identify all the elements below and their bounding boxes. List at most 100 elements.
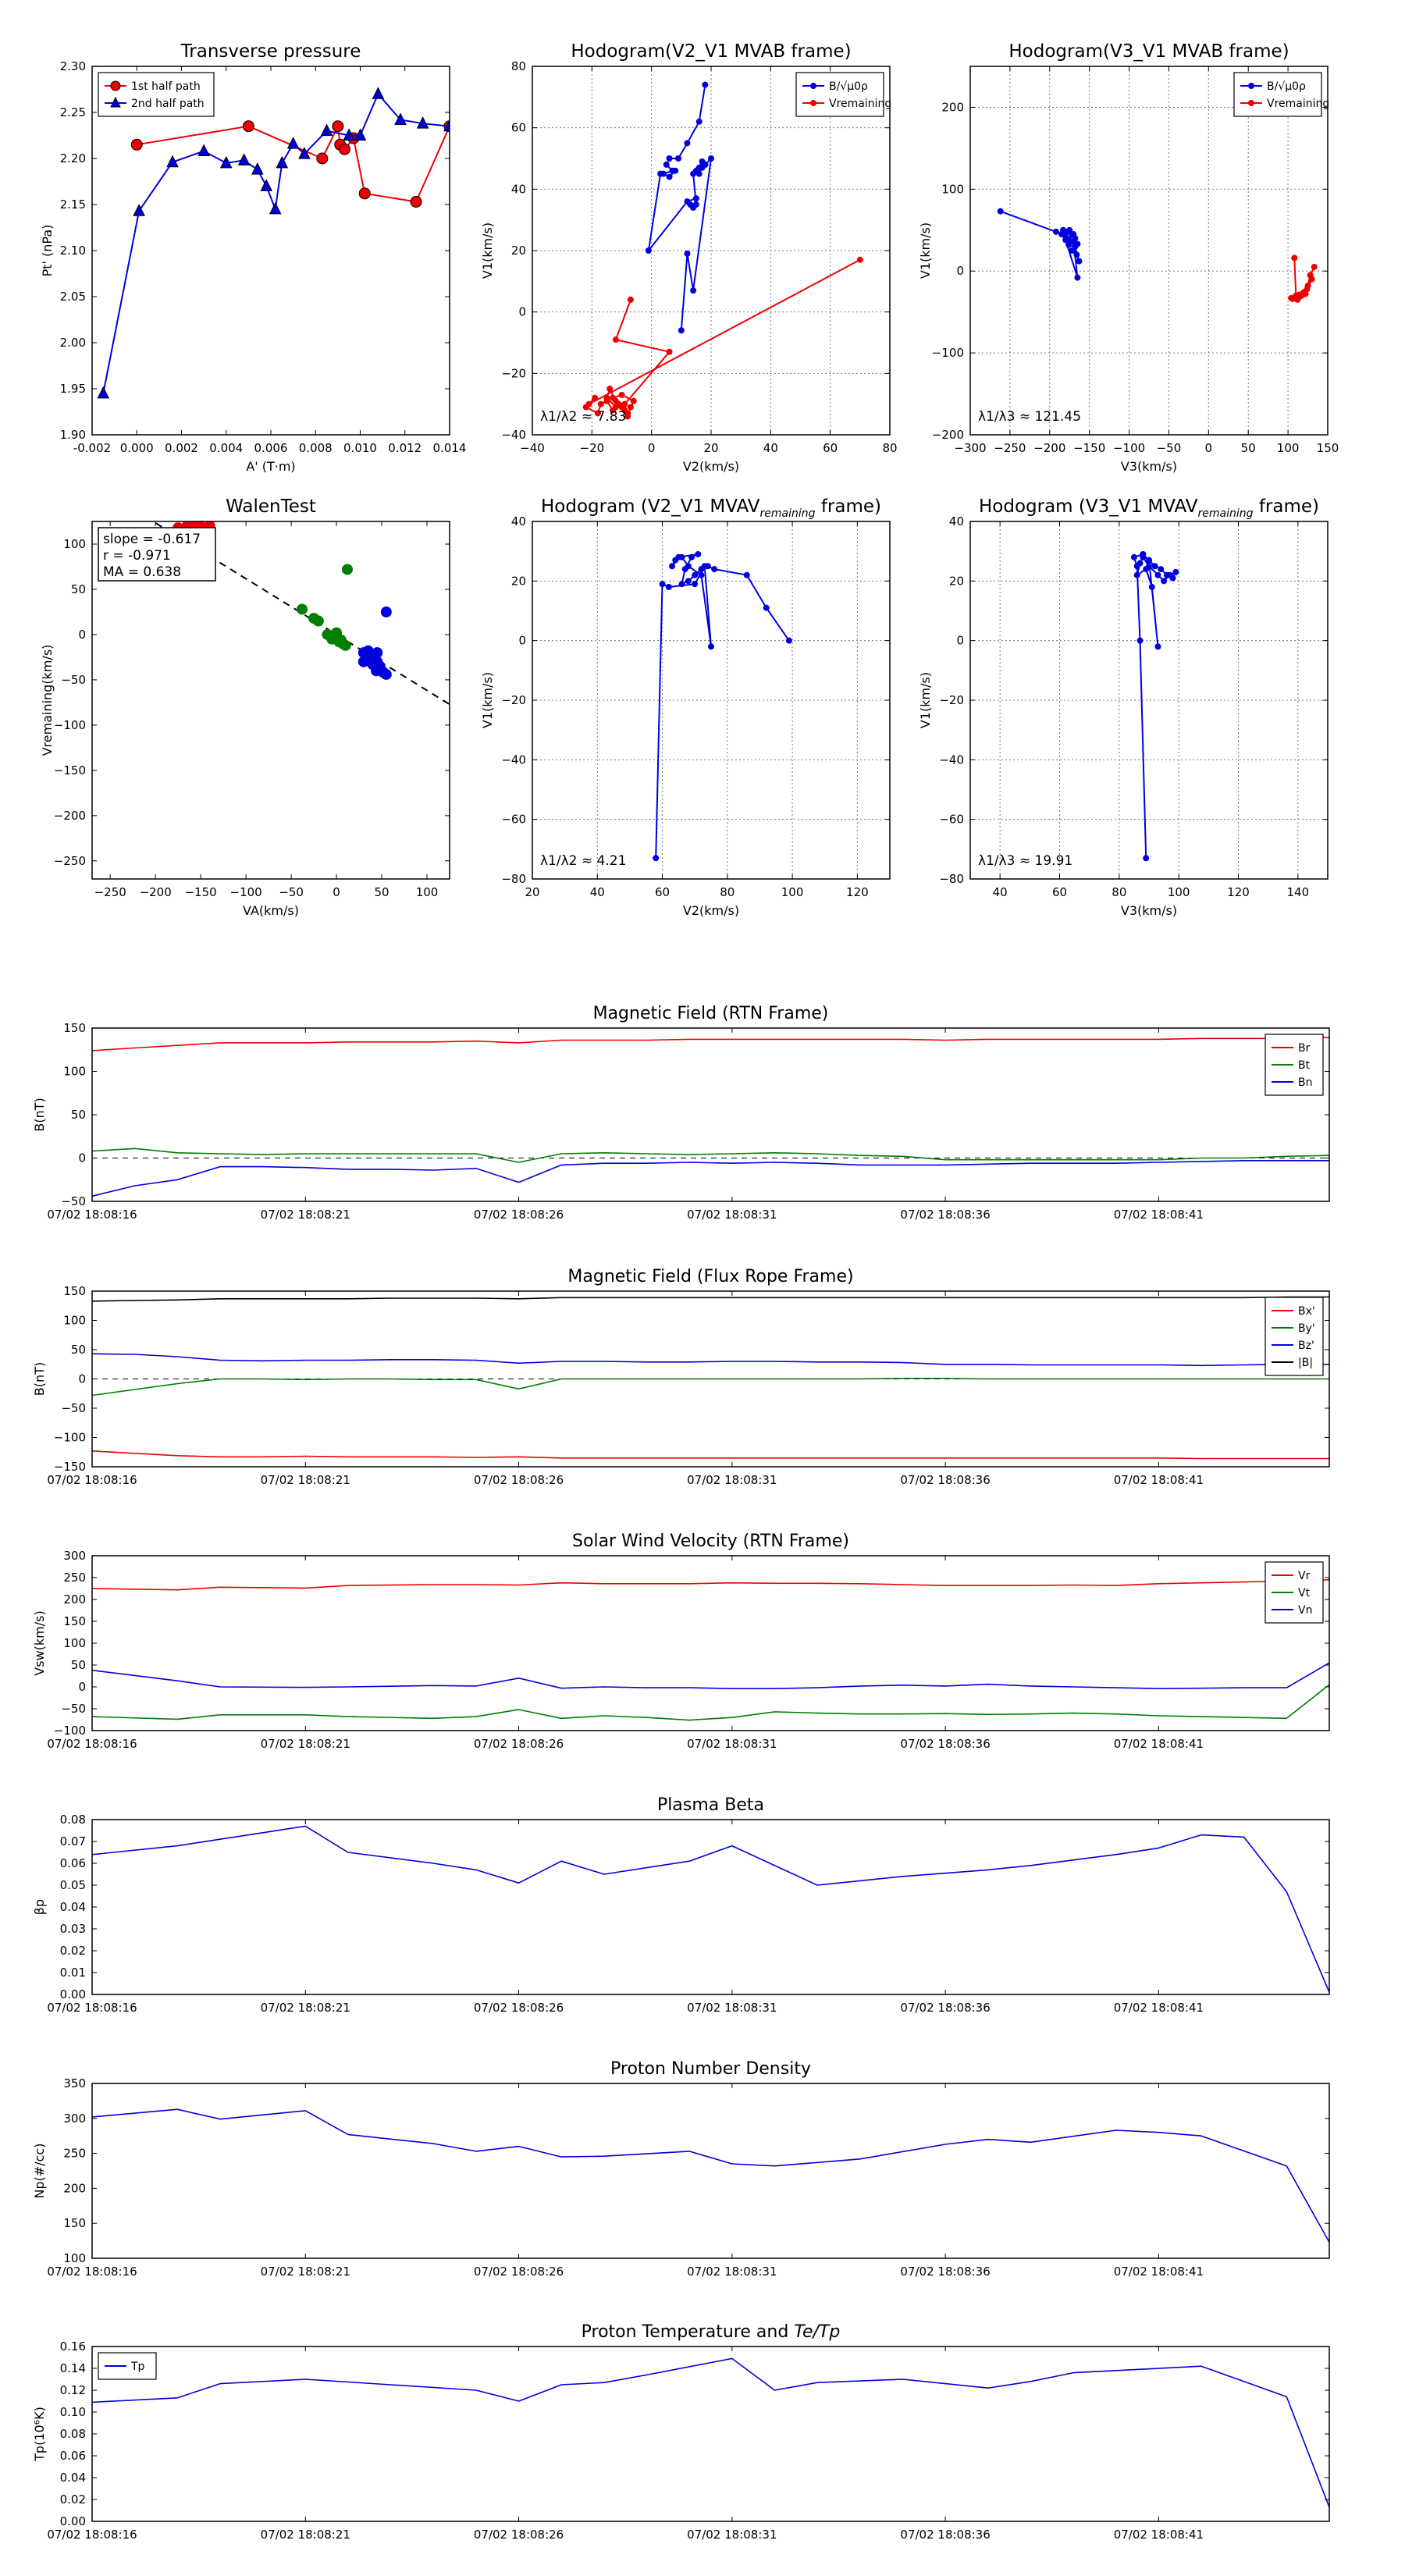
y-tick-label: −150 — [54, 1460, 86, 1474]
legend-marker — [110, 80, 121, 91]
data-point — [286, 137, 300, 149]
series-blue — [357, 606, 392, 680]
legend-label: Bx' — [1298, 1305, 1315, 1318]
y-tick-label: −100 — [54, 718, 86, 732]
y-tick-label: 0.16 — [60, 2339, 86, 2354]
y-tick-label: 2.00 — [60, 336, 86, 350]
data-point — [711, 566, 718, 573]
series-vremaining — [1288, 254, 1318, 303]
series-line — [92, 1353, 1329, 1367]
data-point — [687, 201, 694, 208]
data-point — [372, 87, 385, 99]
plot-area — [92, 1579, 1329, 1721]
x-tick-label: 07/02 18:08:36 — [900, 1208, 990, 1222]
series-bz- — [92, 1353, 1329, 1367]
y-tick-label: 100 — [63, 1636, 86, 1650]
x-axis-label: A' (T·m) — [246, 459, 295, 474]
plot-area — [1130, 550, 1179, 862]
x-tick-label: 0 — [1205, 441, 1213, 455]
chart-title-math: Te/Tp — [794, 2322, 840, 2342]
data-point — [1151, 563, 1158, 570]
series-by- — [92, 1378, 1329, 1397]
data-point — [1130, 553, 1137, 560]
x-tick-label: 0.014 — [433, 441, 467, 455]
series-vt — [92, 1684, 1329, 1721]
data-point — [690, 287, 697, 294]
data-point — [785, 637, 792, 644]
data-point — [702, 81, 709, 88]
data-point — [666, 155, 673, 162]
chart-title-text: Hodogram(V3_V1 MVAB frame) — [1008, 41, 1289, 62]
plot-area — [92, 2108, 1329, 2243]
annotation-line: r = -0.971 — [103, 548, 171, 564]
y-tick-label: −60 — [939, 813, 964, 827]
y-tick-label: −50 — [61, 1702, 86, 1716]
chart-title: Hodogram(V3_V1 MVAB frame) — [1008, 41, 1289, 62]
series-line — [92, 2108, 1329, 2243]
data-point — [684, 140, 691, 147]
annotation: λ1/λ3 ≈ 121.45 — [978, 409, 1081, 425]
y-tick-label: 2.10 — [60, 244, 86, 258]
x-tick-label: 07/02 18:08:41 — [1114, 2528, 1204, 2542]
data-point — [708, 643, 714, 650]
y-tick-label: 20 — [949, 574, 964, 588]
legend-label: Bt — [1298, 1059, 1311, 1072]
legend: Br Bt Bn — [1264, 1034, 1324, 1096]
chart-title-tail: frame) — [1254, 496, 1320, 517]
y-tick-label: 250 — [63, 2147, 86, 2161]
x-tick-label: 07/02 18:08:21 — [261, 1473, 350, 1487]
x-tick-label: 0.004 — [209, 441, 243, 455]
x-tick-label: 07/02 18:08:16 — [47, 1473, 137, 1487]
chart-magnetic-field-flux-rope: Magnetic Field (Flux Rope Frame) 07/02 18… — [32, 1267, 1330, 1487]
y-axis-label: B(nT) — [32, 1098, 47, 1131]
chart-title-text: Hodogram (V3_V1 MVAV — [979, 496, 1198, 517]
x-tick-label: 80 — [1112, 885, 1126, 899]
x-tick-label: 100 — [1277, 441, 1300, 455]
data-point — [343, 128, 355, 141]
plot-area — [92, 1825, 1329, 1993]
chart-hodo-v2v1-mvav: Hodogram (V2_V1 MVAVremaining frame) 20 40… — [480, 496, 891, 918]
data-point — [692, 201, 699, 208]
y-tick-label: 0.08 — [60, 1813, 86, 1827]
y-tick-label: 250 — [63, 1571, 86, 1585]
plot-area — [92, 1296, 1329, 1460]
x-tick-label: 07/02 18:08:21 — [261, 2001, 350, 2015]
chart-title-text: WalenTest — [226, 496, 316, 517]
y-tick-label: 0.08 — [60, 2427, 86, 2441]
data-point — [1146, 557, 1152, 564]
x-tick-label: 07/02 18:08:26 — [474, 2528, 564, 2542]
series-line — [92, 1037, 1329, 1051]
chart-title: Plasma Beta — [657, 1795, 764, 1815]
legend-label: By' — [1298, 1322, 1315, 1335]
data-point — [1076, 258, 1083, 265]
data-point — [1062, 237, 1069, 244]
x-tick-label: 07/02 18:08:36 — [900, 2528, 990, 2542]
data-point — [1136, 560, 1144, 567]
y-tick-label: −60 — [501, 813, 526, 827]
data-point — [610, 394, 617, 401]
series-line — [92, 1684, 1329, 1721]
y-tick-label: −200 — [932, 428, 964, 442]
chart-title-text: Magnetic Field (RTN Frame) — [593, 1004, 829, 1023]
chart-title-text: Hodogram(V2_V1 MVAB frame) — [571, 41, 851, 62]
x-tick-label: 07/02 18:08:16 — [47, 2001, 137, 2015]
y-tick-label: 80 — [511, 59, 526, 73]
data-point — [1060, 226, 1067, 233]
x-tick-label: 100 — [781, 885, 804, 899]
data-point — [1072, 243, 1079, 250]
x-tick-label: −50 — [279, 885, 304, 899]
data-point — [592, 394, 599, 401]
chart-title: Magnetic Field (Flux Rope Frame) — [567, 1267, 853, 1286]
chart-title-text: Proton Temperature and — [582, 2322, 795, 2342]
y-tick-label: 300 — [63, 1549, 86, 1563]
x-tick-label: 120 — [846, 885, 869, 899]
y-tick-label: 0.04 — [60, 2471, 86, 2485]
data-point — [260, 179, 273, 191]
x-tick-label: −200 — [1033, 441, 1065, 455]
x-tick-label: 07/02 18:08:26 — [474, 2001, 564, 2015]
x-tick-label: 07/02 18:08:36 — [900, 2265, 990, 2279]
series-beta — [92, 1825, 1329, 1993]
y-tick-label: −80 — [939, 872, 964, 886]
legend-marker — [1248, 83, 1254, 89]
y-tick-label: 100 — [941, 182, 964, 196]
